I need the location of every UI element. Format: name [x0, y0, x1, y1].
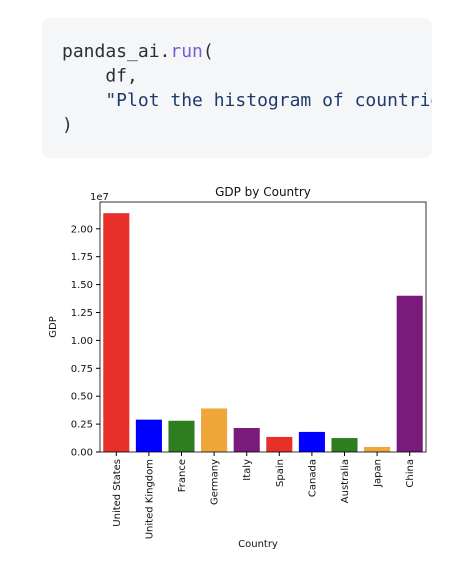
bar	[266, 436, 293, 452]
y-axis-label: GDP	[48, 316, 59, 337]
y-tick-label: 0.00	[71, 448, 93, 459]
x-tick-label: Germany	[210, 459, 221, 505]
y-tick-label: 0.50	[71, 392, 93, 403]
bar	[168, 420, 195, 452]
y-tick-label: 1.25	[71, 308, 93, 319]
x-tick-label: China	[405, 459, 416, 488]
code-line: pandas_ai.run(	[62, 41, 214, 62]
bar	[103, 213, 130, 452]
bar	[201, 408, 228, 452]
code-line: "Plot the histogram of countrie	[62, 90, 441, 111]
x-axis-label: Country	[238, 539, 278, 550]
bar	[298, 431, 325, 452]
y-offset-label: 1e7	[90, 192, 109, 203]
code-token: "Plot the histogram of countrie	[62, 90, 441, 111]
x-tick-label: Australia	[340, 459, 351, 503]
plot-frame	[99, 201, 427, 453]
chart: GDP by Country 1e7 Country GDP 0.00 0.25 0…	[48, 185, 427, 550]
bar	[135, 419, 162, 452]
x-tick-label: Italy	[242, 459, 253, 481]
bar	[364, 446, 391, 452]
bar	[331, 438, 358, 452]
x-tick-label: United Kingdom	[144, 459, 155, 539]
y-tick-label: 1.00	[71, 336, 93, 347]
code-line: )	[62, 115, 73, 136]
x-tick-label: France	[177, 459, 188, 492]
y-tick-label: 1.75	[71, 252, 93, 263]
y-tick-label: 0.75	[71, 364, 93, 375]
code-token: run	[170, 41, 203, 62]
code-block	[42, 18, 432, 158]
chart-title: GDP by Country	[215, 185, 311, 199]
code-token: pandas_ai.	[62, 41, 170, 62]
x-tick-label: Spain	[275, 459, 286, 487]
code-token: df,	[62, 66, 138, 87]
bar	[396, 295, 423, 452]
code-token: )	[62, 115, 73, 136]
x-tick-label: Japan	[373, 459, 384, 488]
bar	[233, 428, 260, 452]
code-token: (	[203, 41, 214, 62]
code-line: df,	[62, 66, 138, 87]
code-lines: pandas_ai.run( df, "Plot the histogram o…	[62, 41, 441, 136]
x-tick-label: United States	[112, 459, 123, 527]
y-tick-label: 0.25	[71, 420, 93, 431]
y-tick-label: 2.00	[71, 224, 93, 235]
x-tick-label: Canada	[307, 459, 318, 497]
y-tick-label: 1.50	[71, 280, 93, 291]
